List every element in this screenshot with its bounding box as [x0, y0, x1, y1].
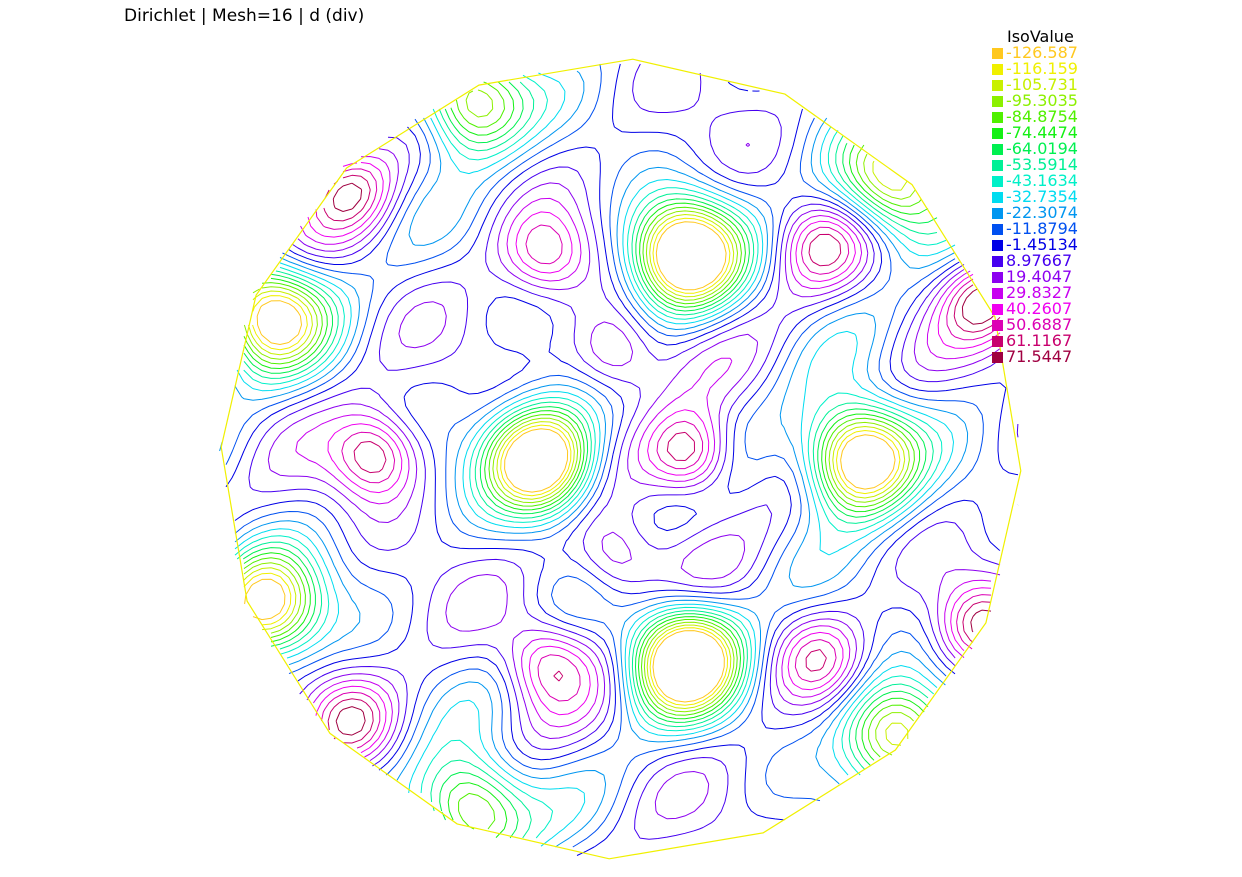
legend-label: -53.5914 [1006, 155, 1078, 174]
legend-entry: -64.0194 [992, 141, 1112, 157]
legend-label: 29.8327 [1006, 283, 1073, 302]
legend-swatch [992, 351, 1003, 363]
legend-entries: -126.587 -116.159 -105.731 -95.3035 -84.8754… [992, 45, 1112, 365]
legend-label: -126.587 [1006, 43, 1078, 62]
legend-label: -84.8754 [1006, 107, 1078, 126]
contour-level-17 [315, 168, 1001, 749]
contour-level-0 [244, 221, 896, 703]
legend-swatch [992, 79, 1003, 91]
legend-entry: -126.587 [992, 45, 1112, 61]
contour-level-10 [219, 70, 969, 848]
legend-label: 19.4047 [1006, 267, 1073, 286]
contour-level-3 [243, 89, 916, 756]
contour-level-4 [243, 81, 922, 830]
legend-swatch [992, 111, 1003, 123]
legend-entry: -116.159 [992, 61, 1112, 77]
legend-label: -74.4474 [1006, 123, 1078, 142]
domain-boundary [220, 58, 1022, 860]
legend-label: -43.1634 [1006, 171, 1078, 190]
legend-swatch [992, 335, 1003, 347]
legend-entry: 29.8327 [992, 285, 1112, 301]
legend-swatch [992, 159, 1003, 171]
contour-level-14 [267, 142, 1001, 820]
legend-label: 40.2607 [1006, 299, 1073, 318]
legend: IsoValue -126.587 -116.159 -105.731 -95.303… [992, 28, 1112, 365]
legend-swatch [992, 287, 1003, 299]
legend-entry: 61.1167 [992, 333, 1112, 349]
contour-level-11 [225, 63, 1019, 848]
legend-label: -95.3035 [1006, 91, 1078, 110]
contour-level-7 [236, 81, 938, 839]
legend-entry: -95.3035 [992, 93, 1112, 109]
legend-swatch [992, 271, 1003, 283]
contour-level-9 [234, 72, 956, 847]
legend-label: 8.97667 [1006, 251, 1073, 270]
legend-label: -32.7354 [1006, 187, 1078, 206]
legend-entry: 19.4047 [992, 269, 1112, 285]
legend-label: -11.8794 [1006, 219, 1078, 238]
legend-label: -116.159 [1006, 59, 1078, 78]
contour-lines [219, 63, 1019, 856]
legend-label: 50.6887 [1006, 315, 1073, 334]
legend-entry: -1.45134 [992, 237, 1112, 253]
legend-label: -64.0194 [1006, 139, 1078, 158]
legend-entry: 8.97667 [992, 253, 1112, 269]
legend-entry: -22.3074 [992, 205, 1112, 221]
legend-entry: -105.731 [992, 77, 1112, 93]
legend-swatch [992, 303, 1003, 315]
legend-entry: 71.5447 [992, 349, 1112, 365]
legend-swatch [992, 239, 1003, 251]
legend-entry: -11.8794 [992, 221, 1112, 237]
legend-entry: -74.4474 [992, 125, 1112, 141]
legend-swatch [992, 191, 1003, 203]
legend-swatch [992, 255, 1003, 267]
legend-swatch [992, 127, 1003, 139]
legend-label: 61.1167 [1006, 331, 1073, 350]
contour-level-2 [243, 160, 909, 746]
contour-level-18 [323, 174, 1001, 744]
legend-title: IsoValue [1007, 27, 1074, 46]
legend-swatch [992, 143, 1003, 155]
contour-level-19 [332, 182, 994, 736]
legend-label: -1.45134 [1006, 235, 1078, 254]
legend-swatch [992, 207, 1003, 219]
contour-level-16 [307, 162, 1001, 754]
legend-label: -105.731 [1006, 75, 1078, 94]
legend-entry: 40.2607 [992, 301, 1112, 317]
contour-level-5 [243, 81, 929, 838]
legend-swatch [992, 175, 1003, 187]
legend-label: -22.3074 [1006, 203, 1078, 222]
contour-level-13 [248, 63, 1019, 840]
legend-swatch [992, 223, 1003, 235]
legend-entry: -84.8754 [992, 109, 1112, 125]
legend-swatch [992, 47, 1003, 59]
legend-label: 71.5447 [1006, 347, 1073, 366]
legend-swatch [992, 63, 1003, 75]
contour-level-12 [225, 63, 1019, 856]
page-title: Dirichlet | Mesh=16 | d (div) [124, 6, 365, 26]
legend-swatch [992, 95, 1003, 107]
legend-entry: -43.1634 [992, 173, 1112, 189]
legend-entry: -53.5914 [992, 157, 1112, 173]
legend-entry: 50.6887 [992, 317, 1112, 333]
legend-entry: -32.7354 [992, 189, 1112, 205]
legend-swatch [992, 319, 1003, 331]
contour-level-8 [234, 74, 947, 839]
contour-level-6 [242, 81, 938, 839]
contour-level-1 [243, 217, 901, 706]
